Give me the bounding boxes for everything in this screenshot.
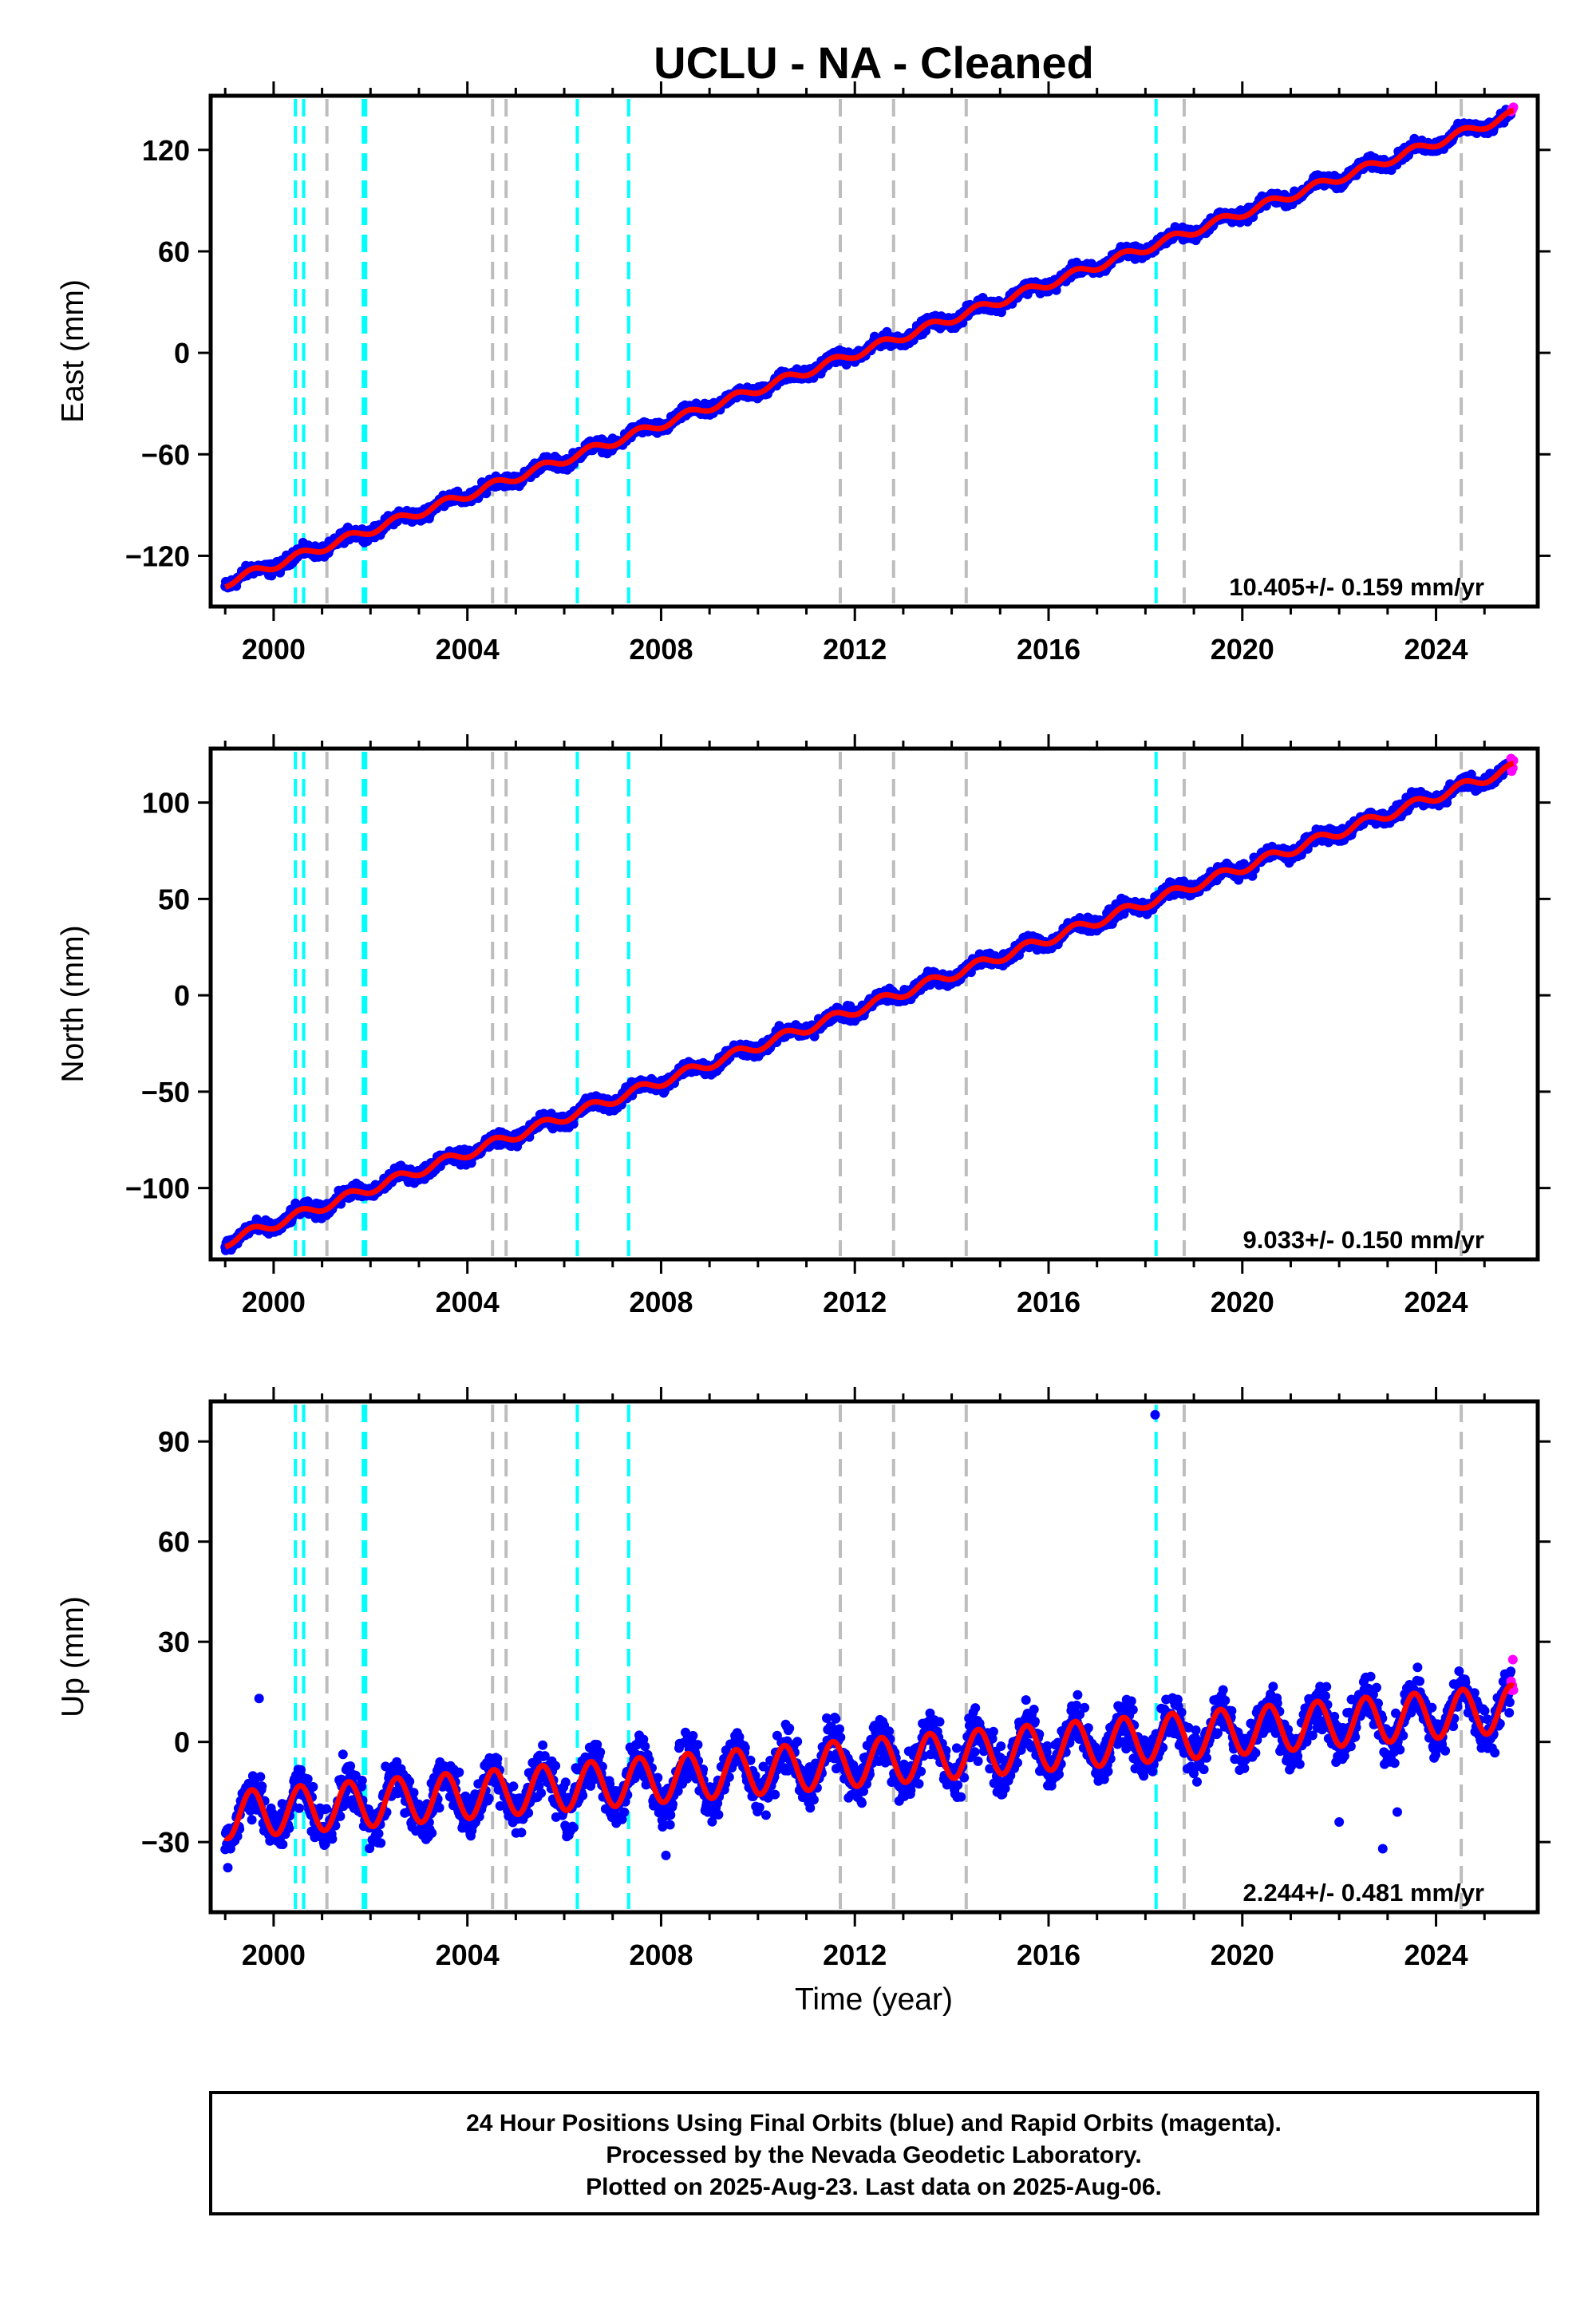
y-tick-label: 0 [174, 337, 190, 370]
model-fit-line [224, 760, 1515, 1250]
y-tick-label: 50 [158, 883, 190, 915]
y-tick-label: 60 [158, 235, 190, 268]
x-tick-label: 2024 [1404, 1286, 1468, 1318]
footer-line-3: Plotted on 2025-Aug-23. Last data on 202… [586, 2174, 1162, 2200]
x-tick-label: 2012 [823, 1286, 887, 1318]
x-tick-label: 2024 [1404, 633, 1468, 666]
y-tick-label: 0 [174, 979, 190, 1012]
y-tick-label: 0 [174, 1726, 190, 1759]
x-tick-label: 2024 [1404, 1939, 1468, 1971]
y-tick-label: 100 [142, 787, 190, 820]
outlier-point [1392, 1807, 1402, 1817]
x-tick-label: 2008 [629, 633, 693, 666]
y-tick-label: 90 [158, 1425, 190, 1458]
x-tick-label: 2016 [1017, 633, 1080, 666]
outlier-point [1334, 1817, 1345, 1828]
x-tick-label: 2008 [629, 1939, 693, 1971]
x-tick-label: 2008 [629, 1286, 693, 1318]
model-fit-line [223, 1682, 1515, 1842]
y-axis-title: East (mm) [56, 279, 90, 423]
x-tick-label: 2004 [436, 1939, 500, 1971]
plot-frame [208, 1399, 1540, 1915]
east-panel: 2000 2004 2008 2012 2016 2020 2024 −120 −60 0 60 12… [56, 81, 1551, 666]
x-axis-title: Time (year) [795, 1982, 953, 2017]
y-tick-label: 30 [158, 1626, 190, 1658]
footer-frame [209, 2091, 1539, 2215]
plot-frame [208, 746, 1540, 1262]
model-fit-line [224, 107, 1515, 590]
velocity-label: 10.405+/- 0.159 mm/yr [1229, 573, 1484, 601]
x-tick-label: 2000 [242, 633, 306, 666]
y-tick-label: −30 [141, 1826, 190, 1859]
plot-frame [208, 93, 1540, 609]
outlier-point [661, 1850, 671, 1860]
velocity-label: 9.033+/- 0.150 mm/yr [1243, 1226, 1484, 1254]
outlier-point [254, 1694, 264, 1704]
y-tick-label: −50 [141, 1076, 190, 1109]
x-tick-label: 2012 [823, 633, 887, 666]
y-axis-title: North (mm) [56, 925, 90, 1082]
y-tick-label: 60 [158, 1526, 190, 1559]
outlier-point [1377, 1844, 1388, 1854]
y-tick-label: 120 [142, 134, 190, 167]
y-tick-label: −100 [125, 1172, 190, 1205]
x-tick-label: 2004 [436, 633, 500, 666]
x-tick-label: 2020 [1211, 633, 1274, 666]
x-tick-label: 2000 [242, 1939, 306, 1971]
x-tick-label: 2016 [1017, 1939, 1080, 1971]
y-tick-label: −60 [141, 438, 190, 471]
y-tick-label: −120 [125, 539, 190, 572]
x-tick-label: 2020 [1211, 1939, 1274, 1971]
x-tick-label: 2020 [1211, 1286, 1274, 1318]
footer-line-1: 24 Hour Positions Using Final Orbits (bl… [466, 2110, 1282, 2136]
x-tick-label: 2016 [1017, 1286, 1080, 1318]
outlier-point [1150, 1409, 1160, 1420]
north-panel: 2000 2004 2008 2012 2016 2020 2024 −100 −50 0 50 10… [56, 734, 1551, 1318]
y-axis-title: Up (mm) [56, 1596, 90, 1717]
velocity-label: 2.244+/- 0.481 mm/yr [1243, 1879, 1484, 1907]
x-tick-label: 2004 [436, 1286, 500, 1318]
footer-line-2: Processed by the Nevada Geodetic Laborat… [606, 2142, 1141, 2168]
footer-box: 24 Hour Positions Using Final Orbits (bl… [209, 2091, 1539, 2215]
x-tick-label: 2012 [823, 1939, 887, 1971]
up-panel: 2000 2004 2008 2012 2016 2020 2024 −30 0 30 60 90 Up… [56, 1387, 1551, 1971]
x-tick-label: 2000 [242, 1286, 306, 1318]
figure-title: UCLU - NA - Cleaned [654, 38, 1094, 88]
